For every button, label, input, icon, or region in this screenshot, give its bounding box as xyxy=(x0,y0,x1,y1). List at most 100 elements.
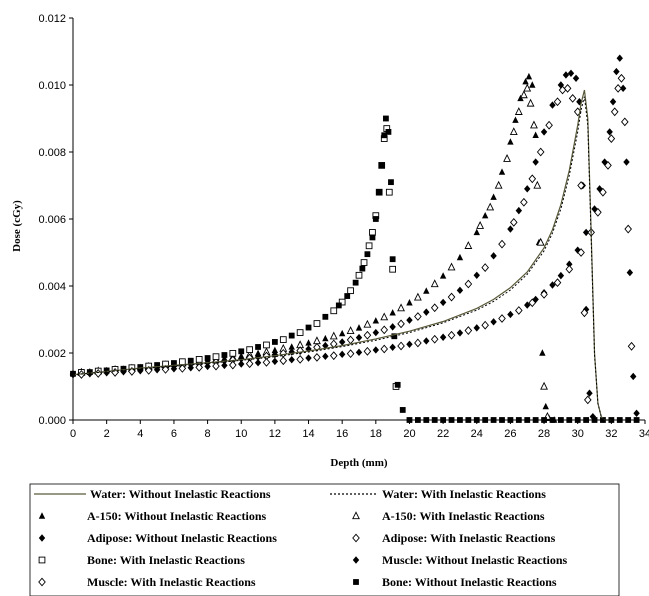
data-point xyxy=(456,286,464,295)
data-point xyxy=(380,344,389,354)
data-point xyxy=(447,330,456,340)
data-point xyxy=(486,202,495,211)
data-point xyxy=(563,83,572,93)
legend-box xyxy=(29,483,620,596)
data-point xyxy=(610,107,619,117)
data-point xyxy=(540,128,548,136)
x-axis-ticks: 0 2 4 6 8 10 12 14 16 18 20 22 24 26 28 30 32 34 xyxy=(70,420,649,440)
x-tick-label: 26 xyxy=(504,428,516,440)
data-point xyxy=(476,220,485,229)
data-point xyxy=(623,158,630,166)
data-point xyxy=(204,362,211,371)
data-point xyxy=(577,248,585,257)
data-point xyxy=(365,242,373,250)
data-point xyxy=(262,357,271,367)
y-tick-label: 0.006 xyxy=(38,214,66,226)
legend-marker xyxy=(38,577,46,587)
data-point xyxy=(464,241,473,249)
data-point xyxy=(313,320,321,327)
data-point xyxy=(515,306,523,315)
data-point xyxy=(498,239,506,249)
data-point xyxy=(565,264,574,274)
data-point xyxy=(305,339,312,346)
data-point xyxy=(238,348,245,355)
data-point xyxy=(542,402,549,410)
data-point xyxy=(490,252,497,260)
data-point xyxy=(238,355,245,363)
data-point xyxy=(473,228,480,236)
data-point xyxy=(187,357,194,364)
data-point xyxy=(533,180,542,189)
legend-label: Muscle: With Inelastic Reactions xyxy=(87,575,256,589)
data-point xyxy=(481,320,489,330)
data-point xyxy=(414,312,422,321)
data-point xyxy=(305,354,312,362)
data-point xyxy=(344,293,351,299)
data-point xyxy=(507,138,514,145)
data-point xyxy=(567,69,575,77)
data-point xyxy=(103,367,110,374)
data-point xyxy=(399,407,406,413)
data-point xyxy=(346,349,355,359)
data-point xyxy=(271,339,278,345)
data-point xyxy=(580,308,589,318)
data-point xyxy=(553,278,562,288)
y-tick-label: 0.012 xyxy=(38,13,66,25)
data-point xyxy=(288,332,295,339)
data-point xyxy=(576,98,583,106)
data-point xyxy=(582,305,590,314)
data-point xyxy=(509,127,518,136)
data-point xyxy=(557,81,565,89)
data-point xyxy=(338,298,346,306)
legend-item: Muscle: With Inelastic Reactions xyxy=(38,575,256,589)
data-point xyxy=(178,364,187,373)
legend-label: Adipose: Without Inelastic Reactions xyxy=(87,531,277,545)
data-point xyxy=(456,253,464,261)
data-point xyxy=(439,333,447,341)
legend-item: Water: Without Inelastic Reactions xyxy=(34,487,271,501)
data-point xyxy=(529,81,536,88)
data-point xyxy=(540,381,548,390)
data-point xyxy=(528,298,537,308)
data-point xyxy=(522,77,529,85)
data-point xyxy=(624,224,632,234)
data-point xyxy=(557,271,565,280)
data-point xyxy=(525,72,533,80)
legend-label: Bone: Without Inelastic Reactions xyxy=(382,575,557,589)
x-tick-label: 14 xyxy=(302,428,314,440)
data-point xyxy=(394,381,401,388)
data-point xyxy=(381,132,388,139)
data-point xyxy=(221,352,228,358)
data-point xyxy=(330,307,338,315)
data-point xyxy=(338,350,346,359)
data-point xyxy=(553,97,562,107)
data-point xyxy=(338,329,346,337)
legend: Water: Without Inelastic Reactions Water:… xyxy=(29,483,620,596)
legend-item: Adipose: With Inelastic Reactions xyxy=(352,531,556,545)
data-point xyxy=(385,129,392,135)
legend-marker xyxy=(38,556,46,564)
y-tick-label: 0.002 xyxy=(38,348,66,360)
data-point xyxy=(352,279,359,286)
y-axis-title: Dose (cGy) xyxy=(11,200,23,252)
data-point xyxy=(414,338,422,348)
data-point xyxy=(528,174,537,184)
data-point xyxy=(503,153,511,162)
data-point xyxy=(494,180,503,189)
axes xyxy=(72,18,645,421)
data-point xyxy=(322,352,329,361)
legend-item: Muscle: Without Inelastic Reactions xyxy=(352,553,568,567)
legend-item: A-150: With Inelastic Reactions xyxy=(352,509,545,523)
series-line xyxy=(72,89,612,421)
data-point xyxy=(322,313,329,320)
data-point xyxy=(498,168,506,175)
data-point xyxy=(369,229,376,236)
data-point xyxy=(406,299,413,306)
data-point xyxy=(582,228,590,237)
data-point xyxy=(524,185,531,193)
x-tick-label: 12 xyxy=(269,428,281,440)
data-point xyxy=(187,364,194,372)
data-point xyxy=(389,256,396,263)
data-point xyxy=(430,303,439,313)
data-point xyxy=(355,271,363,279)
